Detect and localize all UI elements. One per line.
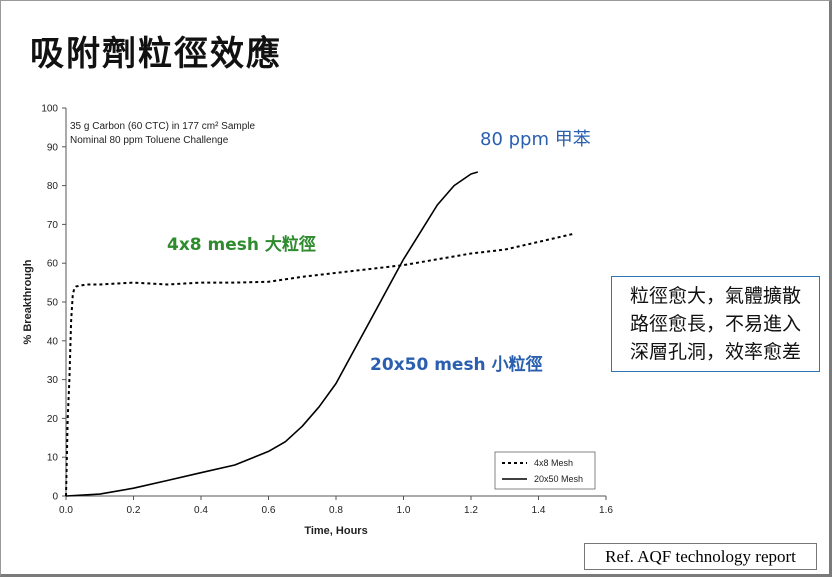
slide-title: 吸附劑粒徑效應 bbox=[30, 34, 282, 74]
y-tick-label: 70 bbox=[47, 220, 59, 231]
chart-series bbox=[65, 171, 573, 497]
reference-note: Ref. AQF technology report bbox=[584, 543, 817, 570]
x-tick-label: 0.8 bbox=[329, 505, 343, 516]
chart-legend: 4x8 Mesh 20x50 Mesh bbox=[494, 451, 596, 490]
x-tick-label: 1.0 bbox=[397, 505, 411, 516]
x-tick-label: 0.2 bbox=[127, 505, 141, 516]
y-tick-label: 90 bbox=[47, 142, 59, 153]
callout-line-3: 深層孔洞，效率愈差 bbox=[629, 341, 801, 363]
chart-axes: 0.0 0.2 0.4 0.6 0.8 1.0 1.2 1.4 1.6 0 10 20 30 40 50 60… bbox=[22, 104, 613, 538]
y-tick-label: 30 bbox=[47, 375, 59, 386]
y-axis-title: % Breakthrough bbox=[22, 259, 34, 344]
x-tick-label: 1.4 bbox=[532, 505, 546, 516]
x-tick-label: 0.4 bbox=[194, 505, 208, 516]
x-axis-title: Time, Hours bbox=[304, 525, 367, 537]
y-tick-label: 80 bbox=[47, 181, 59, 192]
chart-annotation-line-2: Nominal 80 ppm Toluene Challenge bbox=[70, 135, 229, 146]
y-tick-label: 0 bbox=[52, 492, 58, 503]
x-tick-label: 0.6 bbox=[262, 505, 276, 516]
toluene-label: 80 ppm 甲苯 bbox=[480, 129, 591, 150]
y-tick-label: 40 bbox=[47, 336, 59, 347]
y-tick-label: 10 bbox=[47, 453, 59, 464]
small-mesh-label: 20x50 mesh 小粒徑 bbox=[370, 354, 543, 375]
y-tick-label: 60 bbox=[47, 259, 59, 270]
large-mesh-label: 4x8 mesh 大粒徑 bbox=[167, 234, 316, 255]
chart-annotation-line-1: 35 g Carbon (60 CTC) in 177 cm² Sample bbox=[70, 121, 256, 132]
x-tick-label: 1.2 bbox=[464, 505, 478, 516]
y-tick-label: 100 bbox=[41, 104, 58, 115]
x-tick-label: 1.6 bbox=[599, 505, 613, 516]
legend-label-4x8: 4x8 Mesh bbox=[534, 458, 573, 468]
legend-label-20x50: 20x50 Mesh bbox=[534, 474, 583, 484]
callout-line-1: 粒徑愈大，氣體擴散 bbox=[629, 285, 801, 307]
series-line-4x8-mesh bbox=[65, 233, 573, 497]
explanation-callout: 粒徑愈大，氣體擴散 路徑愈長，不易進入 深層孔洞，效率愈差 bbox=[611, 276, 820, 372]
x-tick-label: 0.0 bbox=[59, 505, 73, 516]
callout-line-2: 路徑愈長，不易進入 bbox=[629, 313, 801, 335]
y-tick-label: 50 bbox=[47, 298, 59, 309]
series-line-20x50-mesh bbox=[65, 171, 479, 497]
y-tick-label: 20 bbox=[47, 414, 59, 425]
